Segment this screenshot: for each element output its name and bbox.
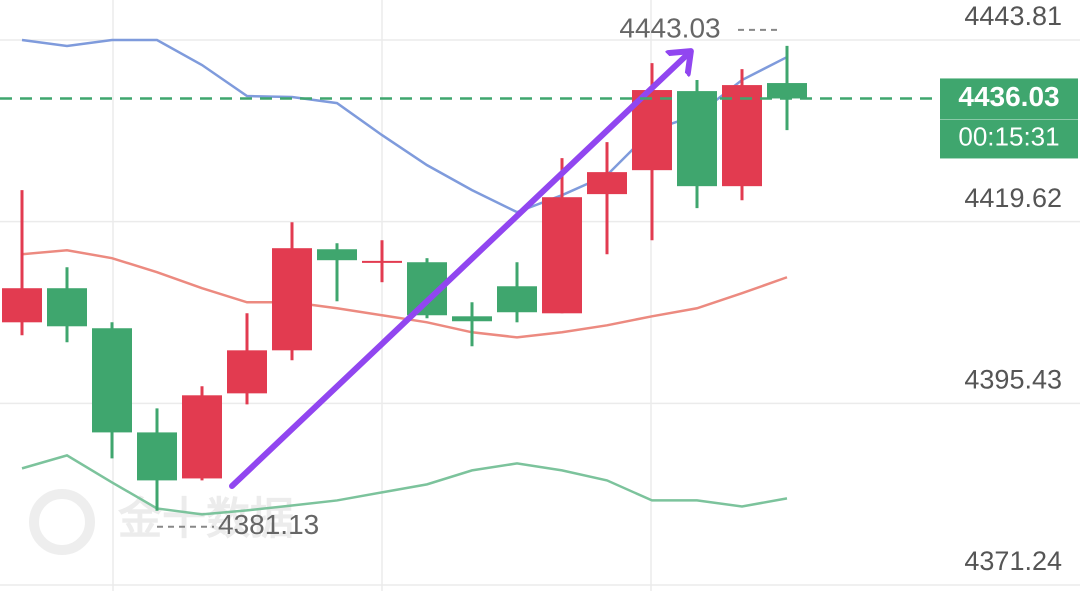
candle-body — [317, 249, 357, 261]
overlays — [21, 38, 788, 516]
price-box — [940, 78, 1078, 159]
candle-body — [362, 260, 402, 263]
candle-body — [182, 395, 222, 479]
max-label: 4443.03 — [619, 12, 720, 43]
current-price: 4436.03 00:15:31 — [0, 78, 1078, 159]
candle-body — [137, 432, 177, 481]
y-tick-label: 4443.81 — [964, 1, 1062, 31]
y-tick-label: 4419.62 — [964, 183, 1062, 213]
candle-body — [272, 248, 312, 351]
candle-body — [677, 91, 717, 187]
price-label: 4436.03 — [958, 81, 1059, 112]
y-tick-label: 4395.43 — [964, 364, 1062, 394]
y-tick-label: 4371.24 — [964, 546, 1062, 576]
candle-body — [47, 288, 87, 327]
candle-body — [227, 350, 267, 394]
annotations: 4443.03 4381.13 — [157, 12, 780, 540]
band-line — [21, 454, 788, 516]
trend-arrow — [229, 52, 690, 489]
candle-body — [497, 286, 537, 313]
candles — [2, 45, 807, 511]
candle-body — [542, 197, 582, 314]
candle-body — [452, 316, 492, 322]
candle-body — [722, 85, 762, 187]
countdown: 00:15:31 — [958, 121, 1059, 151]
min-label: 4381.13 — [218, 509, 319, 540]
candle-body — [767, 83, 807, 99]
candle-body — [2, 288, 42, 323]
candle-body — [587, 172, 627, 195]
candle-body — [92, 328, 132, 433]
watermark-logo — [29, 489, 95, 555]
logo-ring — [29, 489, 95, 555]
